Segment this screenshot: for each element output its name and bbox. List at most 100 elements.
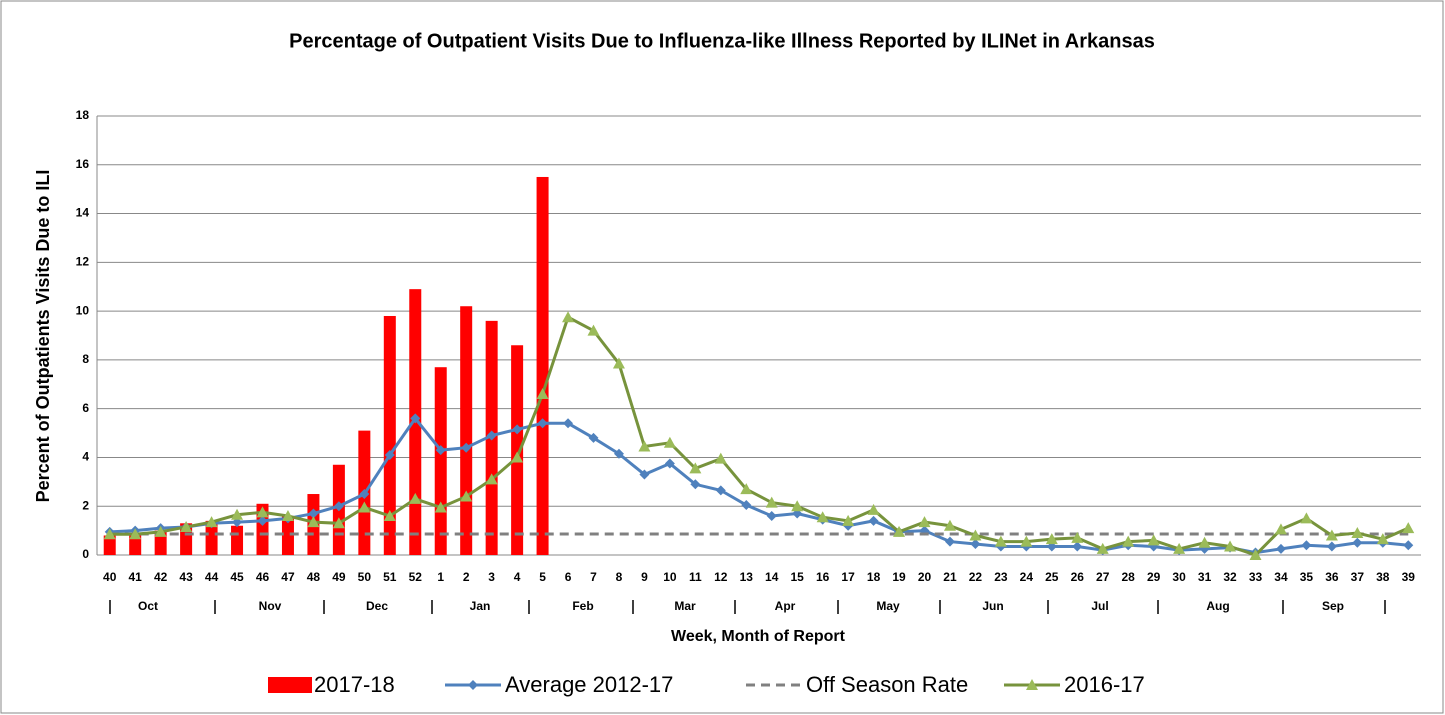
marker [1300, 512, 1313, 524]
marker [129, 528, 142, 540]
month-label: Feb [572, 599, 593, 613]
bar [205, 520, 218, 555]
x-tick-label: 52 [409, 570, 423, 584]
x-axis-title: Week, Month of Report [671, 628, 846, 645]
x-tick-label: 21 [943, 570, 957, 584]
bar [511, 345, 524, 555]
month-label: Jun [982, 599, 1003, 613]
marker [639, 469, 650, 480]
x-tick-label: 27 [1096, 570, 1110, 584]
marker [536, 388, 549, 400]
marker [842, 514, 855, 526]
marker [613, 448, 624, 459]
x-tick-label: 20 [918, 570, 932, 584]
month-label: Aug [1206, 599, 1229, 613]
bar [281, 515, 294, 555]
marker [690, 479, 701, 490]
x-tick-label: 3 [488, 570, 495, 584]
marker [1301, 540, 1312, 551]
marker [308, 508, 319, 519]
x-tick-label: 36 [1325, 570, 1339, 584]
x-tick-label: 16 [816, 570, 830, 584]
marker [587, 324, 600, 336]
marker [638, 440, 651, 452]
marker [281, 509, 294, 521]
legend-label: Off Season Rate [806, 672, 968, 697]
x-tick-label: 13 [740, 570, 754, 584]
month-label: Mar [674, 599, 696, 613]
marker [461, 442, 472, 453]
x-tick-label: 47 [281, 570, 295, 584]
marker [816, 511, 829, 523]
y-tick-label: 14 [76, 206, 90, 220]
x-tick-label: 1 [437, 570, 444, 584]
marker [537, 418, 548, 429]
marker [969, 529, 982, 541]
marker [1275, 543, 1286, 554]
marker [791, 500, 804, 512]
marker [1020, 535, 1033, 547]
x-tick-label: 46 [256, 570, 270, 584]
marker [410, 413, 421, 424]
legend-marker [1026, 679, 1038, 690]
x-tick-label: 12 [714, 570, 728, 584]
marker [1072, 541, 1083, 552]
y-tick-label: 2 [82, 498, 89, 512]
x-tick-label: 43 [179, 570, 193, 584]
marker [1173, 542, 1186, 554]
month-label: Oct [138, 599, 158, 613]
month-label: Jul [1091, 599, 1108, 613]
x-tick-label: 35 [1300, 570, 1314, 584]
marker [612, 357, 625, 369]
marker [435, 445, 446, 456]
marker [257, 515, 268, 526]
marker [434, 501, 447, 513]
marker [944, 536, 955, 547]
marker [1249, 549, 1262, 560]
marker [1274, 523, 1287, 535]
x-tick-label: 4 [514, 570, 521, 584]
x-tick-label: 50 [358, 570, 372, 584]
bar [103, 535, 116, 555]
x-tick-label: 42 [154, 570, 168, 584]
x-tick-label: 33 [1249, 570, 1263, 584]
y-tick-label: 16 [76, 157, 90, 171]
marker [1045, 533, 1058, 545]
x-tick-label: 9 [641, 570, 648, 584]
marker [1403, 540, 1414, 551]
marker [359, 489, 370, 500]
x-tick-label: 19 [892, 570, 906, 584]
marker [383, 509, 396, 521]
marker [868, 515, 879, 526]
month-label: Dec [366, 599, 388, 613]
y-tick-label: 4 [82, 450, 89, 464]
x-tick-label: 40 [103, 570, 117, 584]
marker [231, 508, 244, 520]
x-tick-label: 38 [1376, 570, 1390, 584]
x-tick-label: 31 [1198, 570, 1212, 584]
marker [943, 519, 956, 531]
marker [1352, 537, 1363, 548]
x-tick-label: 39 [1402, 570, 1416, 584]
x-tick-label: 30 [1172, 570, 1186, 584]
marker [154, 525, 167, 537]
bar [460, 306, 473, 555]
marker [1122, 535, 1135, 547]
marker [740, 483, 753, 495]
x-tick-label: 25 [1045, 570, 1059, 584]
marker [714, 452, 727, 464]
marker [409, 492, 422, 504]
marker [715, 485, 726, 496]
marker [1198, 536, 1211, 548]
legend-marker [468, 680, 478, 690]
marker [486, 430, 497, 441]
marker [1147, 534, 1160, 546]
marker [766, 510, 777, 521]
y-tick-label: 8 [82, 352, 89, 366]
x-tick-label: 6 [565, 570, 572, 584]
x-tick-label: 5 [539, 570, 546, 584]
bar [129, 535, 142, 555]
line [109, 315, 1409, 557]
